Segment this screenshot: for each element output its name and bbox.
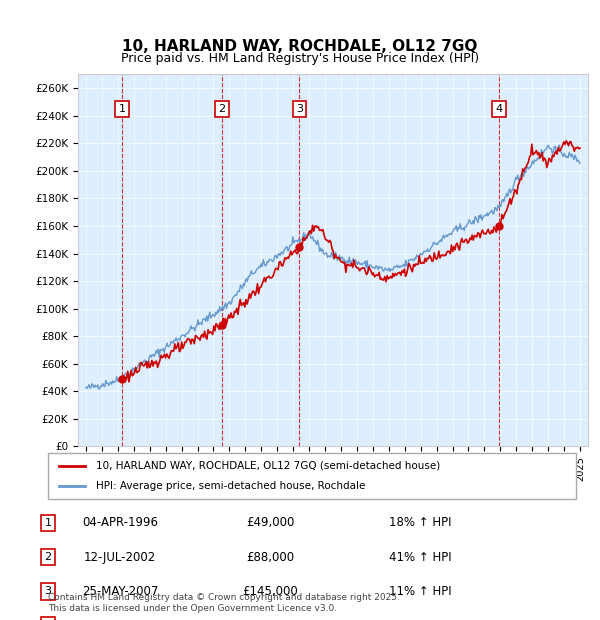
Text: £49,000: £49,000 [246, 516, 294, 529]
Text: 1: 1 [44, 518, 52, 528]
Text: HPI: Average price, semi-detached house, Rochdale: HPI: Average price, semi-detached house,… [95, 481, 365, 491]
Text: 2: 2 [218, 104, 226, 114]
Text: 25-MAY-2007: 25-MAY-2007 [82, 585, 158, 598]
Text: 06-DEC-2019: 06-DEC-2019 [81, 619, 159, 620]
Text: 4% ↑ HPI: 4% ↑ HPI [392, 619, 448, 620]
Text: 04-APR-1996: 04-APR-1996 [82, 516, 158, 529]
Text: Price paid vs. HM Land Registry's House Price Index (HPI): Price paid vs. HM Land Registry's House … [121, 53, 479, 65]
Text: 41% ↑ HPI: 41% ↑ HPI [389, 551, 451, 564]
Text: £88,000: £88,000 [246, 551, 294, 564]
Text: Contains HM Land Registry data © Crown copyright and database right 2025.
This d: Contains HM Land Registry data © Crown c… [48, 593, 400, 613]
Text: 11% ↑ HPI: 11% ↑ HPI [389, 585, 451, 598]
Text: £160,000: £160,000 [242, 619, 298, 620]
Text: £145,000: £145,000 [242, 585, 298, 598]
Text: 10, HARLAND WAY, ROCHDALE, OL12 7GQ (semi-detached house): 10, HARLAND WAY, ROCHDALE, OL12 7GQ (sem… [95, 461, 440, 471]
Text: 12-JUL-2002: 12-JUL-2002 [84, 551, 156, 564]
Text: 18% ↑ HPI: 18% ↑ HPI [389, 516, 451, 529]
Text: 3: 3 [296, 104, 303, 114]
FancyBboxPatch shape [48, 453, 576, 499]
Text: 2: 2 [44, 552, 52, 562]
Text: 3: 3 [44, 586, 52, 596]
Text: 10, HARLAND WAY, ROCHDALE, OL12 7GQ: 10, HARLAND WAY, ROCHDALE, OL12 7GQ [122, 39, 478, 54]
Text: 1: 1 [118, 104, 125, 114]
Text: 4: 4 [496, 104, 503, 114]
